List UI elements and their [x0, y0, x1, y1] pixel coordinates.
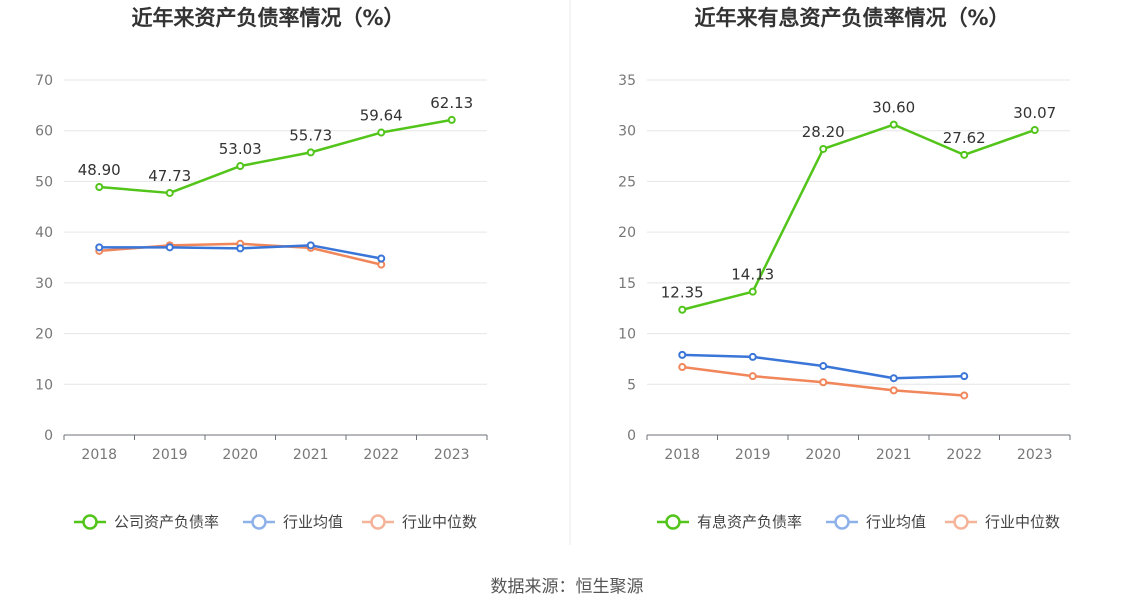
y-tick-label: 20: [35, 327, 53, 343]
legend-swatch-marker: [834, 514, 850, 530]
x-tick-label: 2023: [1017, 447, 1053, 463]
y-tick-label: 30: [618, 124, 636, 140]
data-point[interactable]: [306, 148, 315, 157]
y-tick-label: 35: [618, 73, 636, 89]
data-point[interactable]: [748, 352, 757, 361]
data-point[interactable]: [889, 374, 898, 383]
legend-label: 公司资产负债率: [114, 513, 219, 531]
data-point[interactable]: [165, 243, 174, 252]
y-tick-label: 50: [35, 174, 53, 190]
data-point[interactable]: [236, 162, 245, 171]
data-point[interactable]: [95, 243, 104, 252]
data-label: 55.73: [289, 126, 332, 144]
data-label: 12.35: [661, 284, 704, 302]
x-tick-label: 2021: [876, 447, 912, 463]
legend-label: 行业中位数: [402, 513, 477, 531]
data-label: 62.13: [430, 94, 473, 112]
data-label: 47.73: [148, 167, 191, 185]
chart-asset-liability-ratio: 近年来资产负债率情况（%） 0 10 20 30 40 50 60 70 2018 2019 2020…: [35, 6, 488, 531]
data-point[interactable]: [678, 305, 687, 314]
legend-swatch-marker: [370, 514, 386, 530]
data-label: 28.20: [802, 123, 845, 141]
y-tick-label: 20: [618, 225, 636, 241]
legend-item-2[interactable]: 行业中位数: [945, 513, 1060, 531]
data-point[interactable]: [889, 120, 898, 129]
data-point[interactable]: [960, 391, 969, 400]
data-point[interactable]: [165, 188, 174, 197]
x-tick-label: 2022: [946, 447, 982, 463]
x-tick-label: 2021: [293, 447, 329, 463]
data-point[interactable]: [95, 183, 104, 192]
data-point[interactable]: [306, 241, 315, 250]
y-tick-label: 10: [35, 377, 53, 393]
data-point[interactable]: [748, 372, 757, 381]
legend-item-1[interactable]: 行业均值: [826, 513, 926, 531]
x-tick-label: 2019: [735, 447, 771, 463]
y-tick-label: 70: [35, 73, 53, 89]
data-point[interactable]: [377, 254, 386, 263]
data-point[interactable]: [819, 144, 828, 153]
chart-title: 近年来资产负债率情况（%）: [131, 6, 404, 30]
y-tick-label: 40: [35, 225, 53, 241]
x-tick-label: 2020: [222, 447, 258, 463]
legend-item-2[interactable]: 行业中位数: [362, 513, 477, 531]
data-point[interactable]: [678, 363, 687, 372]
data-point[interactable]: [960, 150, 969, 159]
x-tick-label: 2020: [805, 447, 841, 463]
x-tick-label: 2023: [434, 447, 470, 463]
data-point[interactable]: [889, 386, 898, 395]
data-point[interactable]: [377, 128, 386, 137]
chart-interest-bearing-ratio: 近年来有息资产负债率情况（%） 0 5 10 15 20 25 30 35 2018 2019 202…: [618, 6, 1071, 531]
y-tick-label: 60: [35, 124, 53, 140]
data-point[interactable]: [748, 287, 757, 296]
data-point[interactable]: [819, 362, 828, 371]
series-line-0: [681, 123, 1036, 311]
y-tick-label: 30: [35, 276, 53, 292]
data-point[interactable]: [960, 372, 969, 381]
y-tick-label: 10: [618, 327, 636, 343]
series-line-0: [99, 118, 452, 195]
legend-item-0[interactable]: 公司资产负债率: [74, 513, 219, 531]
data-point[interactable]: [819, 378, 828, 387]
x-tick-label: 2018: [81, 447, 117, 463]
legend-label: 行业中位数: [985, 513, 1060, 531]
legend-item-1[interactable]: 行业均值: [243, 513, 343, 531]
data-point[interactable]: [678, 350, 687, 359]
y-tick-label: 25: [618, 174, 636, 190]
data-label: 30.60: [872, 99, 915, 117]
data-label: 27.62: [943, 129, 986, 147]
legend-item-0[interactable]: 有息资产负债率: [657, 513, 802, 531]
legend-swatch-marker: [953, 514, 969, 530]
x-tick-label: 2019: [152, 447, 188, 463]
y-tick-label: 5: [627, 377, 636, 393]
legend-swatch-marker: [665, 514, 681, 530]
data-point[interactable]: [236, 244, 245, 253]
legend-swatch-marker: [82, 514, 98, 530]
chart-title: 近年来有息资产负债率情况（%）: [694, 6, 1009, 30]
data-point[interactable]: [447, 115, 456, 124]
data-label: 14.13: [731, 266, 774, 284]
data-point[interactable]: [1030, 126, 1039, 135]
data-label: 48.90: [78, 161, 121, 179]
x-tick-label: 2022: [363, 447, 399, 463]
data-label: 53.03: [219, 140, 262, 158]
data-label: 59.64: [360, 107, 403, 125]
legend-label: 行业均值: [283, 513, 343, 531]
y-tick-label: 15: [618, 276, 636, 292]
data-label: 30.07: [1013, 104, 1056, 122]
legend-label: 行业均值: [866, 513, 926, 531]
x-tick-label: 2018: [664, 447, 700, 463]
legend-label: 有息资产负债率: [697, 513, 802, 531]
legend-swatch-marker: [251, 514, 267, 530]
y-tick-label: 0: [627, 428, 636, 444]
y-tick-label: 0: [44, 428, 53, 444]
data-source-note: 数据来源：恒生聚源: [491, 577, 644, 597]
